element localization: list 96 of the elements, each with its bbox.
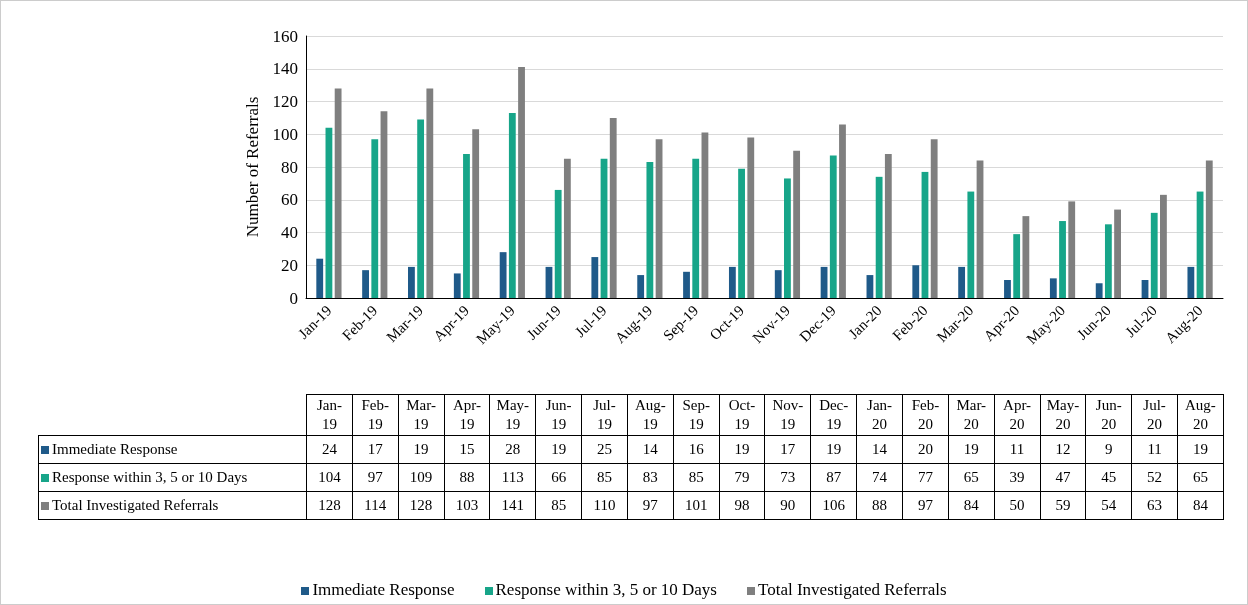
category-label: Apr-20 [1003, 397, 1032, 432]
data-label: 85 [673, 463, 720, 492]
data-label: 20 [902, 435, 949, 464]
category-label: Feb-19 [361, 397, 390, 432]
data-label: 98 [719, 491, 765, 520]
y-tick-label: 120 [272, 92, 298, 111]
text: Response within 3, 5 or 10 Days [495, 580, 717, 599]
text: Immediate Response [312, 580, 455, 599]
category-label: Mar-19 [406, 397, 436, 432]
data-label: 74 [856, 463, 903, 492]
data-label: 19 [948, 435, 995, 464]
data-label: 65 [1177, 463, 1224, 492]
y-tick-label: 20 [281, 255, 298, 275]
data-label: 54 [1085, 491, 1132, 520]
data-label: 109 [398, 463, 445, 492]
data-label: 19 [719, 435, 765, 464]
data-label: 97 [352, 463, 399, 492]
data-label: 50 [994, 491, 1040, 520]
data-label: 9 [1085, 435, 1132, 464]
data-label: 73 [764, 463, 811, 492]
data-label: 85 [581, 463, 628, 492]
data-label: 88 [856, 491, 903, 520]
data-label: 45 [1085, 463, 1132, 492]
data-label: 14 [856, 435, 903, 464]
category-label: Aug-19 [634, 397, 666, 432]
category-label: Jul-20 [1143, 397, 1166, 432]
data-label: 77 [902, 463, 949, 492]
data-label: 114 [352, 491, 399, 520]
data-label: 103 [444, 491, 490, 520]
y-tick-label: 0 [289, 288, 298, 308]
data-label: 83 [627, 463, 674, 492]
data-label: 88 [444, 463, 490, 492]
data-label: 24 [306, 435, 353, 464]
category-label: Jun-20 [1095, 397, 1122, 432]
data-label: 79 [719, 463, 765, 492]
data-label: 97 [627, 491, 674, 520]
data-label: 128 [306, 491, 353, 520]
data-label: 90 [764, 491, 811, 520]
data-label: 63 [1131, 491, 1178, 520]
category-label: Jan-20 [867, 397, 893, 432]
category-label: May-19 [496, 397, 530, 432]
data-label: 87 [810, 463, 857, 492]
data-label: 47 [1040, 463, 1086, 492]
data-label: 65 [948, 463, 995, 492]
data-label: 113 [489, 463, 536, 492]
data-label: 17 [764, 435, 811, 464]
data-label: 11 [1131, 435, 1178, 464]
y-tick-label: 140 [272, 59, 298, 79]
category-label: Apr-19 [452, 397, 481, 432]
data-label: 101 [673, 491, 720, 520]
y-tick-label: 160 [272, 26, 298, 46]
data-label: 59 [1040, 491, 1086, 520]
data-label: 11 [994, 435, 1040, 464]
y-tick-label: 60 [281, 190, 298, 210]
y-tick-label: 40 [281, 223, 298, 242]
y-tick-label: 80 [281, 157, 298, 177]
data-label: 19 [535, 435, 582, 464]
data-label: 25 [581, 435, 628, 464]
category-label: Mar-20 [956, 397, 987, 432]
category-label: Dec-19 [819, 397, 849, 432]
category-label: Jun-19 [545, 397, 572, 432]
data-label: 19 [810, 435, 857, 464]
legend-label: Response within 3, 5 or 10 Days [38, 463, 307, 492]
data-label: 84 [1177, 491, 1224, 520]
category-label: Feb-20 [911, 397, 940, 432]
data-label: 85 [535, 491, 582, 520]
category-label: Jan-19 [316, 397, 342, 432]
legend-label: Total Investigated Referrals [38, 491, 307, 520]
category-label: Jul-19 [593, 397, 616, 432]
data-label: 97 [902, 491, 949, 520]
data-label: 16 [673, 435, 720, 464]
data-label: 28 [489, 435, 536, 464]
category-label: Oct-19 [728, 397, 756, 432]
data-label: 19 [398, 435, 445, 464]
data-label: 12 [1040, 435, 1086, 464]
data-label: 14 [627, 435, 674, 464]
category-label: Nov-19 [772, 397, 804, 432]
data-label: 106 [810, 491, 857, 520]
data-label: 128 [398, 491, 445, 520]
data-label: 66 [535, 463, 582, 492]
legend-label: Immediate Response [38, 435, 307, 464]
data-label: 19 [1177, 435, 1224, 464]
data-label: 39 [994, 463, 1040, 492]
data-label: 84 [948, 491, 995, 520]
data-label: 17 [352, 435, 399, 464]
data-label: 141 [489, 491, 536, 520]
data-label: 104 [306, 463, 353, 492]
data-label: 110 [581, 491, 628, 520]
text: Total Investigated Referrals [758, 580, 947, 599]
y-tick-label: 100 [272, 124, 298, 144]
category-label: May-20 [1046, 397, 1080, 432]
category-label: Sep-19 [682, 397, 710, 432]
category-label: Aug-20 [1185, 397, 1216, 432]
data-label: 52 [1131, 463, 1178, 492]
y-axis-title: Number of Referrals [243, 96, 262, 238]
data-label: 15 [444, 435, 490, 464]
